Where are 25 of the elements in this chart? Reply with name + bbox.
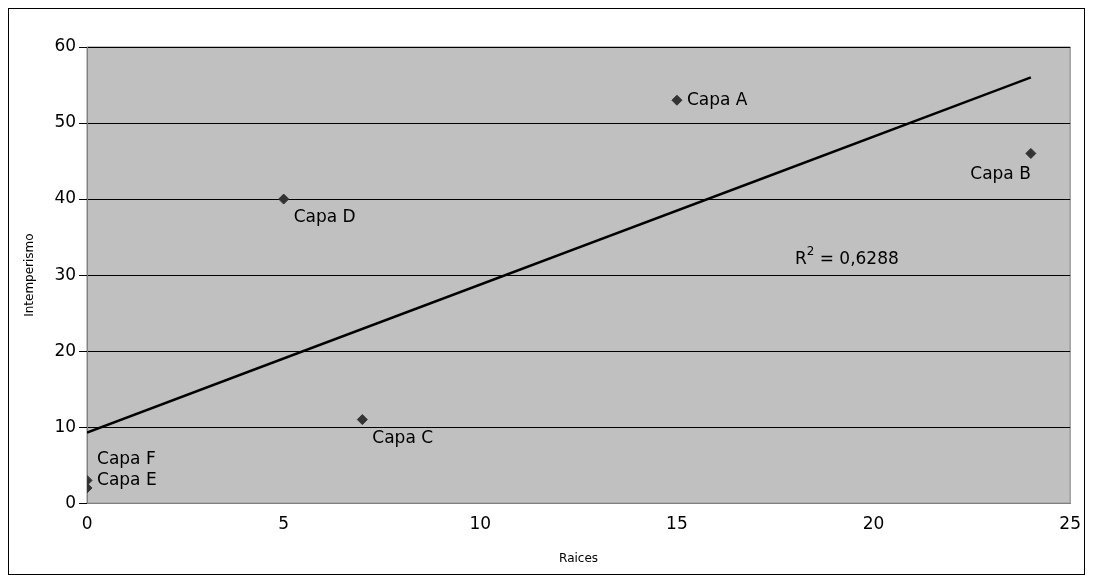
annotation: Capa C <box>372 426 434 447</box>
point <box>278 193 290 205</box>
annotation: Capa E <box>97 468 157 489</box>
x-tick-label: 10 <box>469 512 492 533</box>
x-axis-title: Raices <box>559 550 599 565</box>
annotation: Capa B <box>970 162 1031 183</box>
y-tick-label: 30 <box>54 263 77 284</box>
y-tick-label: 40 <box>54 187 77 208</box>
annotation: Capa A <box>686 88 748 109</box>
x-tick-label: 25 <box>1059 512 1081 533</box>
point <box>671 94 683 106</box>
y-tick-label: 10 <box>54 415 77 436</box>
y-tick-label: 60 <box>54 35 77 56</box>
x-tick-label: 15 <box>666 512 688 533</box>
point <box>356 414 368 426</box>
annotation: Capa D <box>293 206 356 227</box>
x-tick-label: 20 <box>862 512 885 533</box>
y-tick-label: 50 <box>54 111 77 132</box>
y-tick-label: 0 <box>65 491 77 512</box>
y-axis-title: Intemperismo <box>22 233 37 317</box>
y-tick-label: 20 <box>54 339 77 360</box>
x-tick-label: 5 <box>278 512 290 533</box>
point <box>1025 147 1037 159</box>
x-tick-label: 0 <box>81 512 93 533</box>
annotation: Capa F <box>97 448 156 469</box>
